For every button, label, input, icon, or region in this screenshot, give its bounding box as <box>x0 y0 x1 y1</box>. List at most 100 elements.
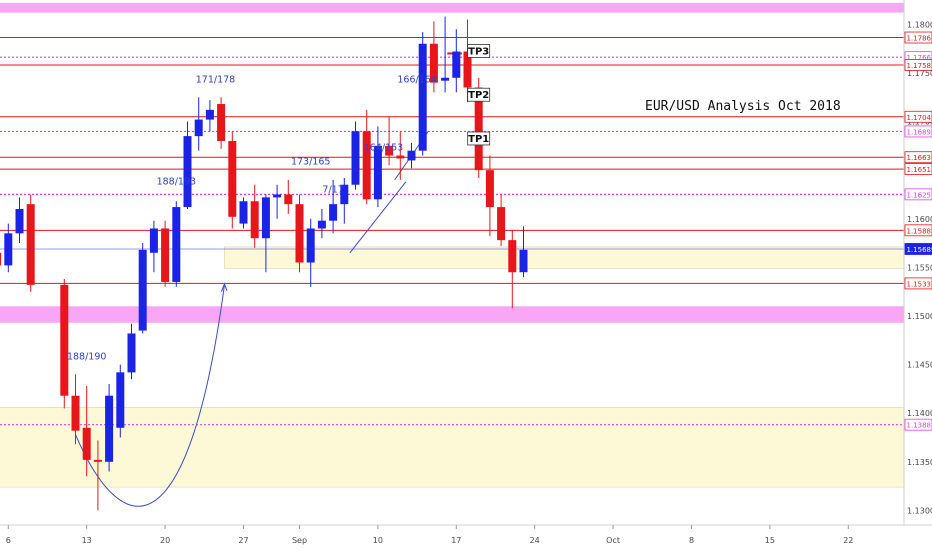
tp-label: TP2 <box>468 90 489 101</box>
candle-up <box>351 131 360 185</box>
candle-up <box>441 77 450 81</box>
price-tick-label: 1.13000 <box>907 506 932 515</box>
candle-down <box>295 204 304 263</box>
time-tick-label: 27 <box>238 536 248 545</box>
zones-layer <box>0 2 905 488</box>
candle-down <box>93 459 102 462</box>
tp-label: TP3 <box>468 46 489 57</box>
candle-up <box>407 150 416 161</box>
candle-down <box>0 252 2 266</box>
tp-box <box>467 87 491 102</box>
yellow-zone <box>0 407 905 488</box>
tp-box <box>467 131 491 146</box>
price-tag <box>904 188 932 201</box>
price-tag <box>904 224 932 237</box>
price-tick-label: 1.16000 <box>907 215 932 224</box>
price-axis[interactable]: 1.13000 1.13500 1.14000 1.14500 1.15000 1.155… <box>907 20 932 515</box>
candle-up <box>273 194 282 198</box>
price-tag-label: 1.15335 <box>907 280 932 288</box>
candle-down <box>71 395 80 431</box>
price-tick-label: 1.15000 <box>907 312 932 321</box>
price-tag <box>904 31 932 44</box>
pip-annotation: 173/165 <box>291 156 330 167</box>
candle-up <box>261 197 270 239</box>
candle-down <box>508 240 517 273</box>
candle-up <box>194 119 203 137</box>
price-tag-label: 1.17864 <box>907 35 932 43</box>
pip-annotation: 7/17 <box>322 185 343 196</box>
candle-down <box>284 194 293 205</box>
time-tick-label: 6 <box>6 536 11 545</box>
price-tag <box>904 110 932 123</box>
u-turn-curve <box>75 284 225 507</box>
time-tick-label: Sep <box>292 536 307 545</box>
candle-up <box>452 51 461 78</box>
yellow-zone <box>224 246 905 269</box>
candle-down <box>228 140 237 217</box>
candle-down <box>82 427 91 460</box>
candle-down <box>485 170 494 208</box>
time-axis[interactable]: 6 13 20 27 Sep 10 17 24 Oct 8 15 22 <box>6 525 854 545</box>
curve-arrowhead <box>220 282 228 292</box>
price-tick-label: 1.14500 <box>907 361 932 370</box>
candle-down <box>463 51 472 88</box>
price-tag <box>904 163 932 175</box>
candle-up <box>105 395 114 462</box>
tp-label: TP1 <box>468 134 489 145</box>
price-tag-label: 1.13882 <box>907 422 932 430</box>
price-tick-label: 1.15500 <box>907 263 932 272</box>
pink-zone <box>0 2 905 13</box>
candle-up <box>329 204 338 221</box>
price-tag <box>904 277 932 290</box>
price-tag-label: 1.17662 <box>907 54 932 62</box>
price-tag <box>904 151 932 164</box>
candle-down <box>497 207 506 241</box>
candle-up <box>138 249 147 331</box>
time-tick-label: 15 <box>765 536 775 545</box>
pip-annotation: 188/193 <box>157 177 196 188</box>
candle-down <box>429 43 438 83</box>
candle-up <box>183 136 192 208</box>
candle-down <box>474 87 483 171</box>
trend-arrow-1 <box>349 181 407 254</box>
time-tick-label: 24 <box>530 536 540 545</box>
candle-up <box>4 233 13 266</box>
price-tags-layer: 1.17864 1.176621.17582 1.17049 1.16898 1.166… <box>904 31 932 431</box>
candle-up <box>239 201 248 224</box>
candle-up <box>317 220 326 229</box>
price-tag-label: 1.16633 <box>907 154 932 162</box>
candle-down <box>60 284 69 396</box>
time-tick-label: 20 <box>160 536 170 545</box>
candle-up <box>172 207 181 282</box>
levels-layer <box>0 37 904 426</box>
time-tick-label: 17 <box>451 536 461 545</box>
pip-annotation: 188/190 <box>67 352 106 363</box>
candle-down <box>26 204 35 285</box>
candle-up <box>340 184 349 205</box>
price-tag <box>904 59 932 71</box>
time-tick-label: Oct <box>606 536 620 545</box>
time-tick-label: 13 <box>82 536 92 545</box>
price-tick-label: 1.17500 <box>907 69 932 78</box>
candle-down <box>217 104 226 141</box>
time-tick-label: 8 <box>689 536 694 545</box>
price-tick-label: 1.18000 <box>907 20 932 29</box>
candle-up <box>205 109 214 120</box>
price-tick-label: 1.14000 <box>907 409 932 418</box>
price-tag-label: 1.17582 <box>907 62 932 70</box>
candle-down <box>362 131 371 200</box>
labels-layer: 188/190 188/193 171/178 173/165 164/153 166/1… <box>67 0 493 363</box>
pink-zone <box>0 306 905 323</box>
candle-down <box>250 201 259 239</box>
pip-annotation: 171/178 <box>196 75 235 86</box>
candle-up <box>418 43 427 151</box>
chart-title: EUR/USD Analysis Oct 2018 <box>645 99 841 114</box>
price-tag <box>904 125 932 138</box>
pip-annotation: 166/164 <box>397 75 436 86</box>
price-tag-label: 1.17049 <box>907 114 932 122</box>
price-tag <box>904 418 932 431</box>
candle-up <box>519 249 528 273</box>
price-tick-label: 1.13500 <box>907 458 932 467</box>
